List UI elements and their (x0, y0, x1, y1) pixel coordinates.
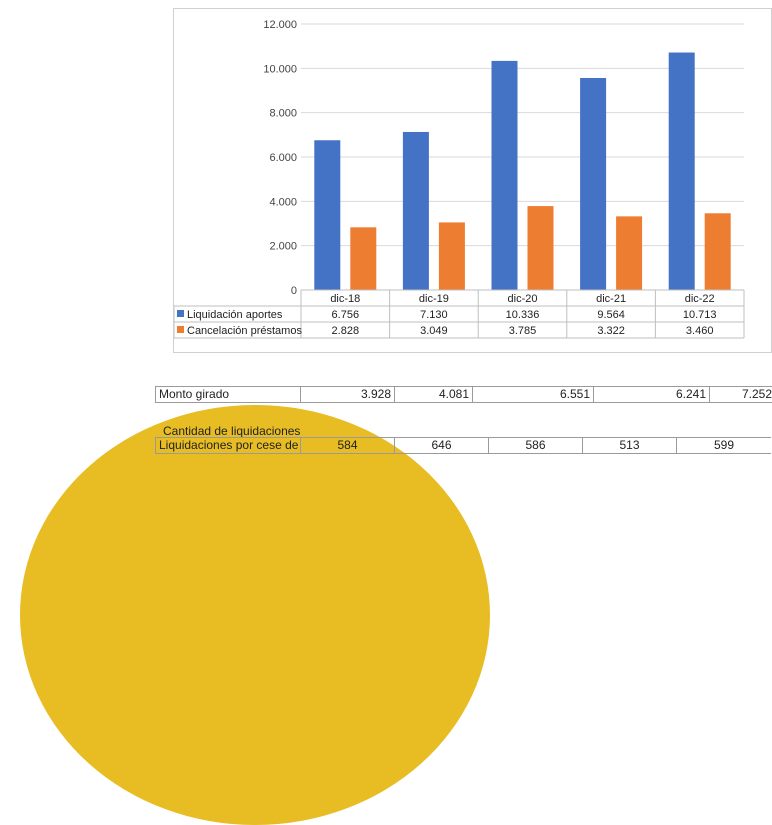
cese-cell: 599 (677, 437, 771, 454)
cese-label: Liquidaciones por cese de fu (155, 437, 301, 454)
data-label-prestamos: 3.460 (686, 325, 714, 337)
y-tick-label: 6.000 (269, 152, 297, 164)
x-tick-label: dic-18 (330, 293, 360, 305)
monto-girado-label: Monto girado (155, 386, 301, 403)
chart-panel: 0 2.000 4.000 6.000 8.000 10.000 12.000 dic-18 6… (173, 8, 772, 353)
bar-cancelacion-prestamos (527, 206, 554, 290)
y-tick-label: 12.000 (263, 19, 297, 31)
bar-liquidacion-aportes (668, 52, 695, 290)
bar-cancelacion-prestamos (704, 213, 731, 290)
cese-cell: 646 (395, 437, 489, 454)
y-tick-label: 10.000 (263, 63, 297, 75)
data-label-prestamos: 3.785 (509, 325, 537, 337)
cese-cell: 586 (489, 437, 583, 454)
bar-cancelacion-prestamos (438, 222, 465, 290)
cese-cell: 584 (301, 437, 395, 454)
bar-cancelacion-prestamos (350, 227, 377, 290)
legend-swatch (177, 326, 184, 333)
monto-girado-row: Monto girado 3.928 4.081 6.551 6.241 7.2… (155, 386, 772, 403)
bar-liquidacion-aportes (580, 77, 607, 290)
data-label-aportes: 7.130 (420, 309, 448, 321)
bar-liquidacion-aportes (491, 60, 518, 291)
legend-series-name: Cancelación préstamos (187, 325, 302, 337)
legend-swatch (177, 310, 184, 317)
x-tick-label: dic-22 (685, 293, 715, 305)
cese-row: Liquidaciones por cese de fu 584 646 586… (155, 437, 771, 454)
bar-chart: 0 2.000 4.000 6.000 8.000 10.000 12.000 dic-18 6… (174, 19, 745, 339)
bar-liquidacion-aportes (402, 131, 429, 290)
data-label-aportes: 9.564 (597, 309, 625, 321)
monto-cell: 6.551 (473, 386, 594, 403)
y-tick-label: 4.000 (269, 196, 297, 208)
data-label-aportes: 10.336 (506, 309, 540, 321)
data-label-prestamos: 3.049 (420, 325, 448, 337)
data-label-prestamos: 3.322 (597, 325, 625, 337)
monto-cell: 4.081 (395, 386, 473, 403)
cantidad-liquidaciones-title: Cantidad de liquidaciones (163, 424, 301, 438)
monto-cell: 7.252 (710, 386, 772, 403)
x-tick-label: dic-19 (419, 293, 449, 305)
y-tick-label: 8.000 (269, 108, 297, 120)
x-tick-label: dic-20 (508, 293, 538, 305)
y-tick-label: 2.000 (269, 241, 297, 253)
monto-cell: 6.241 (594, 386, 710, 403)
y-tick-label: 0 (291, 285, 297, 297)
data-label-prestamos: 2.828 (332, 325, 360, 337)
monto-cell: 3.928 (301, 386, 395, 403)
x-tick-label: dic-21 (596, 293, 626, 305)
cese-cell: 513 (583, 437, 677, 454)
data-label-aportes: 10.713 (683, 309, 717, 321)
legend-series-name: Liquidación aportes (187, 309, 283, 321)
bar-cancelacion-prestamos (616, 216, 643, 290)
bar-liquidacion-aportes (314, 140, 341, 290)
decorative-yellow-circle (20, 405, 490, 825)
data-label-aportes: 6.756 (332, 309, 360, 321)
